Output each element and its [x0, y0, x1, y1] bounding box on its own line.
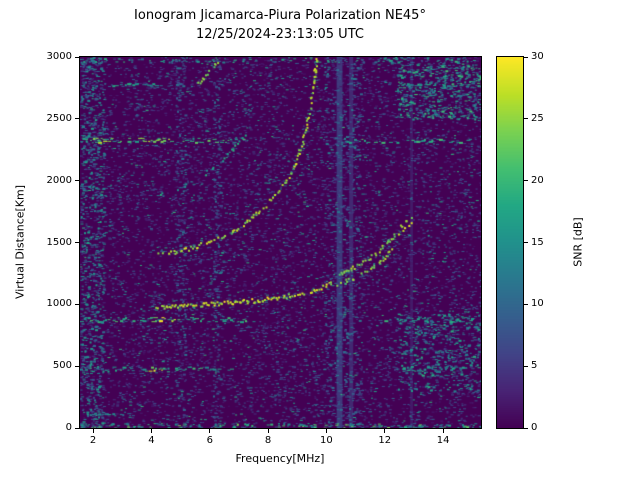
x-tick-mark [150, 429, 152, 433]
colorbar-tick-mark [524, 365, 528, 367]
y-axis-label: Virtual Distance[Km] [13, 184, 27, 300]
colorbar [497, 57, 523, 428]
y-tick-label: 500 [52, 360, 72, 372]
colorbar-tick-mark [524, 180, 528, 182]
x-axis-label: Frequency[MHz] [235, 452, 325, 465]
y-tick-label: 2000 [46, 174, 72, 186]
ionogram-heatmap [80, 57, 481, 428]
chart-title: Ionogram Jicamarca-Piura Polarization NE… [134, 8, 426, 23]
y-tick-mark [75, 427, 79, 429]
x-tick-label: 4 [148, 435, 155, 446]
y-tick-mark [75, 180, 79, 182]
y-tick-mark [75, 242, 79, 243]
colorbar-tick-label: 0 [531, 422, 538, 433]
colorbar-label: SNR [dB] [571, 217, 585, 267]
y-tick-mark [75, 118, 79, 120]
colorbar-tick-mark [524, 303, 528, 305]
colorbar-tick-label: 5 [531, 360, 538, 372]
x-tick-mark [209, 429, 211, 433]
colorbar-tick-mark [524, 56, 528, 58]
colorbar-tick-label: 30 [531, 51, 544, 62]
colorbar-tick-mark [524, 118, 528, 120]
colorbar-tick-mark [524, 427, 528, 429]
y-tick-label: 2500 [46, 112, 72, 124]
x-tick-mark [267, 429, 269, 433]
colorbar-tick-label: 20 [531, 174, 544, 186]
x-tick-mark [442, 429, 444, 433]
y-tick-mark [75, 56, 79, 58]
x-tick-mark [325, 429, 327, 433]
x-tick-mark [384, 429, 386, 433]
x-tick-label: 6 [206, 435, 213, 446]
colorbar-tick-label: 25 [531, 112, 544, 124]
x-tick-label: 8 [264, 435, 272, 446]
y-tick-label: 0 [65, 422, 72, 433]
x-tick-label: 14 [436, 435, 450, 446]
y-tick-label: 1000 [46, 298, 72, 310]
colorbar-tick-label: 15 [531, 236, 544, 248]
colorbar-tick-label: 10 [531, 298, 544, 310]
chart-subtitle: 12/25/2024-23:13:05 UTC [196, 27, 364, 42]
x-tick-label: 2 [89, 435, 97, 446]
x-tick-label: 10 [320, 435, 333, 446]
colorbar-tick-mark [524, 242, 528, 243]
y-tick-label: 1500 [46, 236, 72, 248]
x-tick-label: 12 [378, 435, 392, 446]
y-tick-mark [75, 303, 79, 305]
y-tick-label: 3000 [46, 51, 72, 62]
x-tick-mark [92, 429, 94, 433]
y-tick-mark [75, 365, 79, 367]
